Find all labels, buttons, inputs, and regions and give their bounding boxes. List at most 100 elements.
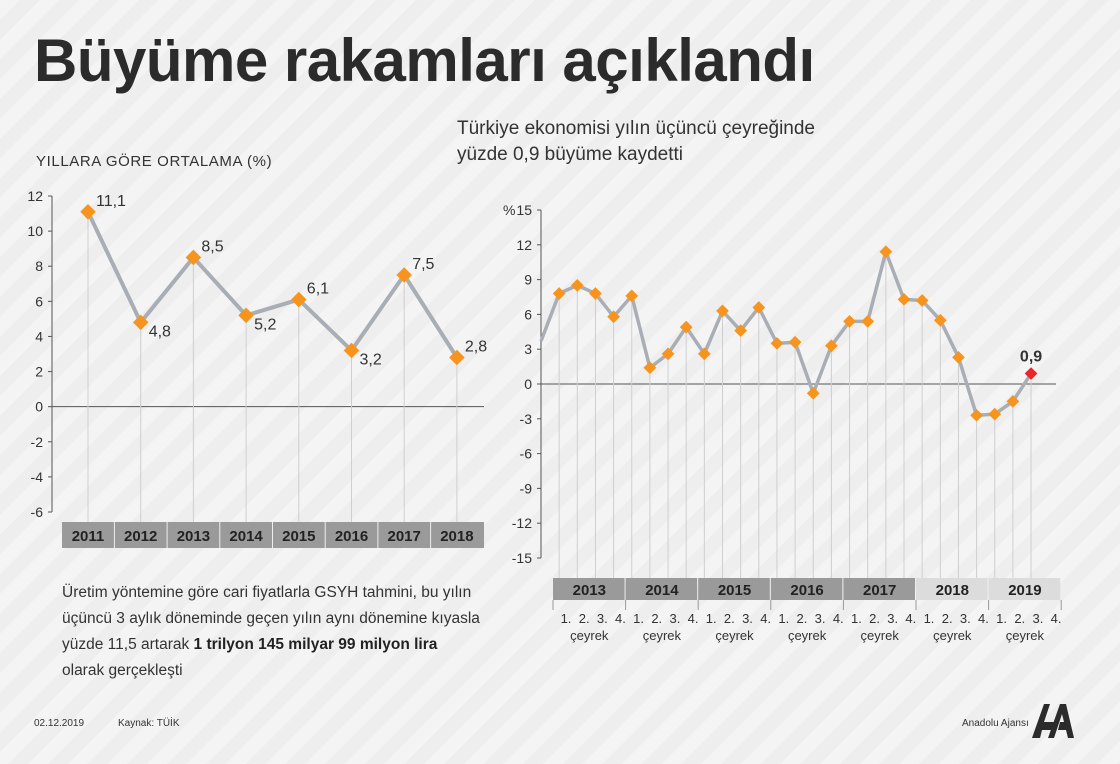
quarter-label: 4. [688,611,699,626]
annual-series-line [86,210,459,359]
annual-year-label: 2013 [177,528,210,545]
quarter-point [770,337,784,350]
annual-y-tick: 0 [35,399,43,415]
quarter-caption: çeyrek [570,628,609,643]
quarter-year-label: 2015 [718,582,751,599]
annual-y-tick: -2 [31,434,44,450]
annual-y-tick: 8 [35,258,43,274]
quarter-label: 4. [978,611,989,626]
quarter-y-tick: 0 [524,376,532,392]
annual-data-label: 11,1 [96,193,126,210]
quarter-caption: çeyrek [1006,628,1045,643]
quarter-label: 2. [651,611,662,626]
quarter-label: 3. [815,611,826,626]
quarter-label: 3. [1032,611,1043,626]
quarter-y-tick: 15 [516,202,532,218]
annual-data-label: 5,2 [254,316,276,333]
quarter-year-label: 2013 [573,582,606,599]
footer-agency: Anadolu Ajansı [962,718,1029,729]
annual-point [238,307,254,324]
quarter-point [570,279,584,292]
left-chart-subtitle: YILLARA GÖRE ORTALAMA (%) [36,153,273,170]
annual-year-label: 2017 [388,528,421,545]
annual-data-label: 8,5 [201,238,223,255]
quarter-caption: çeyrek [861,628,900,643]
quarter-label: 3. [669,611,680,626]
quarter-label: 1. [851,611,862,626]
annual-data-label: 3,2 [360,351,382,368]
annual-year-label: 2012 [124,528,157,545]
annual-growth-chart: 12 10 8 6 4 2 0 -2 -4 -6 2011 2012 2013 2014 2015 2016 2… [27,188,487,548]
quarter-year-label: 2018 [936,582,969,599]
quarter-label: 2. [724,611,735,626]
quarter-y-tick: -12 [512,515,532,531]
subtitle-line-2: yüzde 0,9 büyüme kaydetti [457,144,684,165]
quarter-label: 1. [633,611,644,626]
annual-data-label: 7,5 [412,256,434,273]
annual-year-label: 2015 [282,528,315,545]
annual-year-label: 2014 [229,528,263,545]
quarter-year-band [770,578,843,600]
annual-y-tick: -4 [31,469,44,485]
quarter-year-label: 2014 [645,582,679,599]
quarter-y-tick: -6 [520,446,533,462]
annual-year-label: 2011 [72,528,105,545]
quarter-point [970,408,983,422]
description-part-2: olarak gerçekleşti [62,662,183,679]
quarter-point [552,287,566,300]
annual-point [185,249,202,266]
quarter-label: 4. [1051,611,1062,626]
quarter-label: 1. [996,611,1007,626]
quarter-label: 1. [924,611,935,626]
right-chart-subtitle: Türkiye ekonomisi yılın üçüncü çeyreğind… [457,116,877,168]
subtitle-line-1: Türkiye ekonomisi yılın üçüncü çeyreğind… [457,118,816,139]
quarter-label: 2. [869,611,880,626]
quarter-label: 3. [597,611,608,626]
quarter-y-tick: 9 [524,272,532,288]
quarter-year-band [625,578,698,600]
annual-point [132,314,149,331]
quarter-label: 1. [561,611,572,626]
quarter-label: 4. [833,611,844,626]
annual-data-label: 2,8 [465,339,487,356]
description-part-1: Üretim yöntemine göre cari fiyatlarla GS… [62,584,480,653]
anadolu-agency-logo-icon [1032,704,1074,738]
quarter-point [952,350,965,364]
quarter-y-tick: 6 [524,306,532,322]
quarter-year-band [843,578,915,600]
quarter-caption: çeyrek [788,628,827,643]
description-bold: 1 trilyon 145 milyar 99 milyon lira [193,636,438,653]
quarter-year-band [988,578,1061,600]
quarter-year-label: 2017 [863,582,896,599]
footer-date: 02.12.2019 [34,718,85,729]
annual-y-tick: -6 [31,504,44,520]
quarter-point [879,245,893,259]
quarter-y-tick: -15 [512,550,532,566]
quarter-year-band [553,578,625,600]
annual-y-tick: 2 [35,364,43,380]
quarter-year-label: 2016 [790,582,823,599]
annual-y-tick: 6 [35,293,43,309]
footer-source: Kaynak: TÜİK [118,718,180,729]
quarter-year-band [916,578,988,600]
annual-point [80,204,96,220]
description-text: Üretim yöntemine göre cari fiyatlarla GS… [62,580,482,684]
quarter-last-value-label: 0,9 [1020,349,1042,366]
quarter-y-tick: -9 [520,480,533,496]
quarter-year-label: 2019 [1008,582,1041,599]
annual-data-label: 6,1 [307,281,329,298]
annual-year-label: 2018 [440,528,473,545]
quarter-label: 2. [1014,611,1025,626]
quarter-series-line [539,250,1033,418]
annual-data-label: 4,8 [149,323,171,340]
quarter-caption: çeyrek [643,628,682,643]
quarter-point [861,314,875,328]
quarter-label: 3. [960,611,971,626]
quarter-label: 1. [778,611,789,626]
annual-y-tick: 10 [27,223,43,239]
quarter-point [806,386,820,400]
annual-y-tick: 4 [35,328,43,344]
quarter-label: 4. [760,611,771,626]
quarter-caption: çeyrek [933,628,972,643]
